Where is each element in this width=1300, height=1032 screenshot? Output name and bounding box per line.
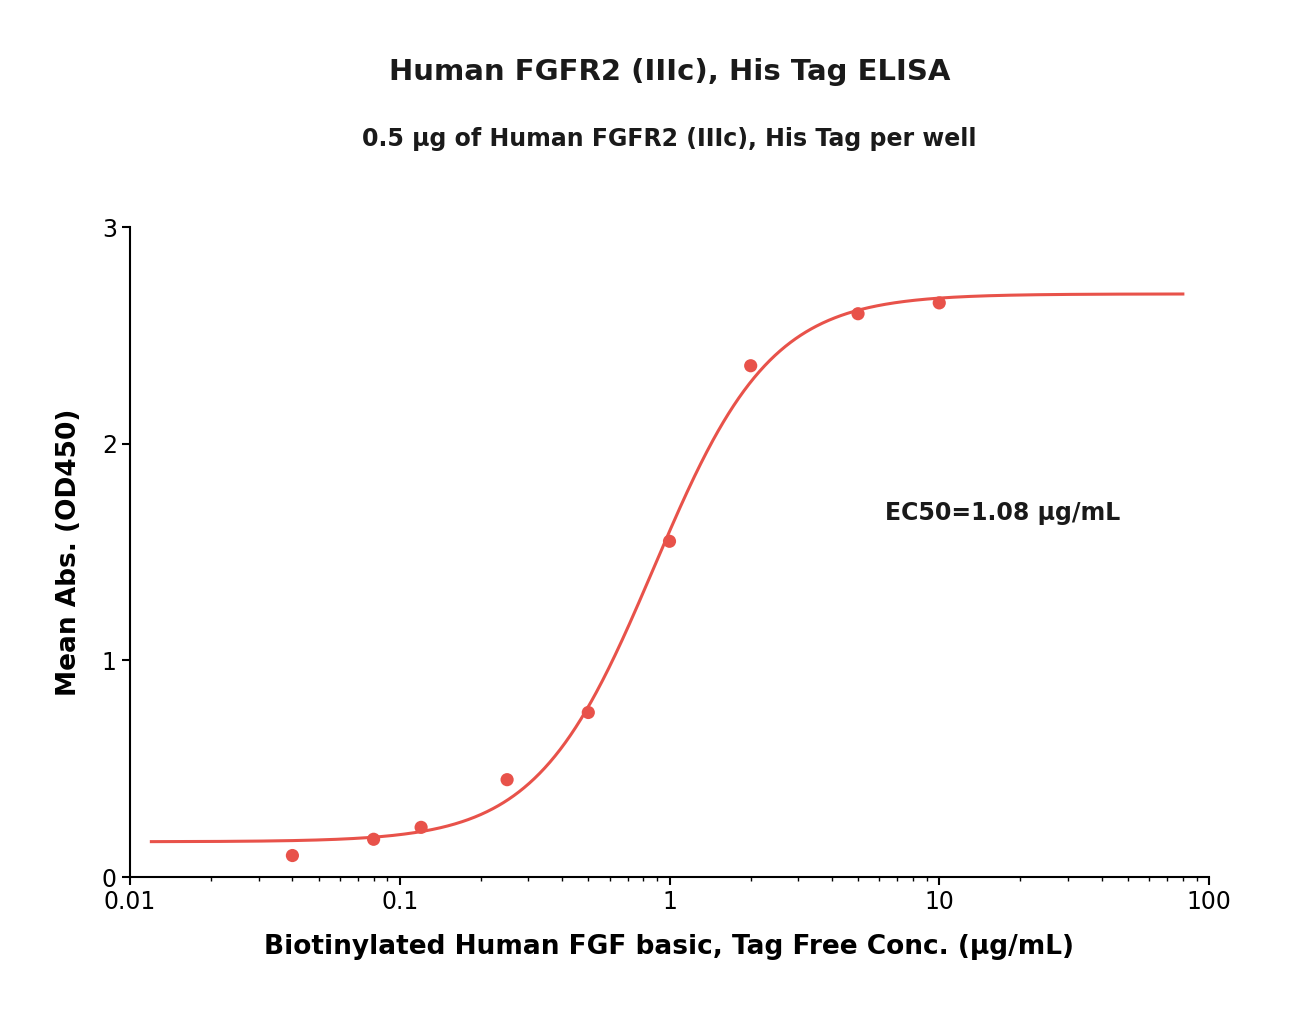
Text: 0.5 μg of Human FGFR2 (IIIc), His Tag per well: 0.5 μg of Human FGFR2 (IIIc), His Tag pe…: [363, 127, 976, 152]
Text: EC50=1.08 μg/mL: EC50=1.08 μg/mL: [885, 502, 1121, 525]
Point: [497, 772, 517, 788]
Text: Human FGFR2 (IIIc), His Tag ELISA: Human FGFR2 (IIIc), His Tag ELISA: [389, 58, 950, 87]
Point: [740, 357, 760, 374]
Point: [578, 704, 599, 720]
Point: [928, 294, 949, 311]
Y-axis label: Mean Abs. (OD450): Mean Abs. (OD450): [56, 409, 82, 696]
Point: [659, 533, 680, 549]
Point: [411, 819, 432, 836]
Point: [363, 831, 384, 847]
Point: [848, 305, 868, 322]
X-axis label: Biotinylated Human FGF basic, Tag Free Conc. (μg/mL): Biotinylated Human FGF basic, Tag Free C…: [264, 934, 1075, 960]
Point: [282, 847, 303, 864]
